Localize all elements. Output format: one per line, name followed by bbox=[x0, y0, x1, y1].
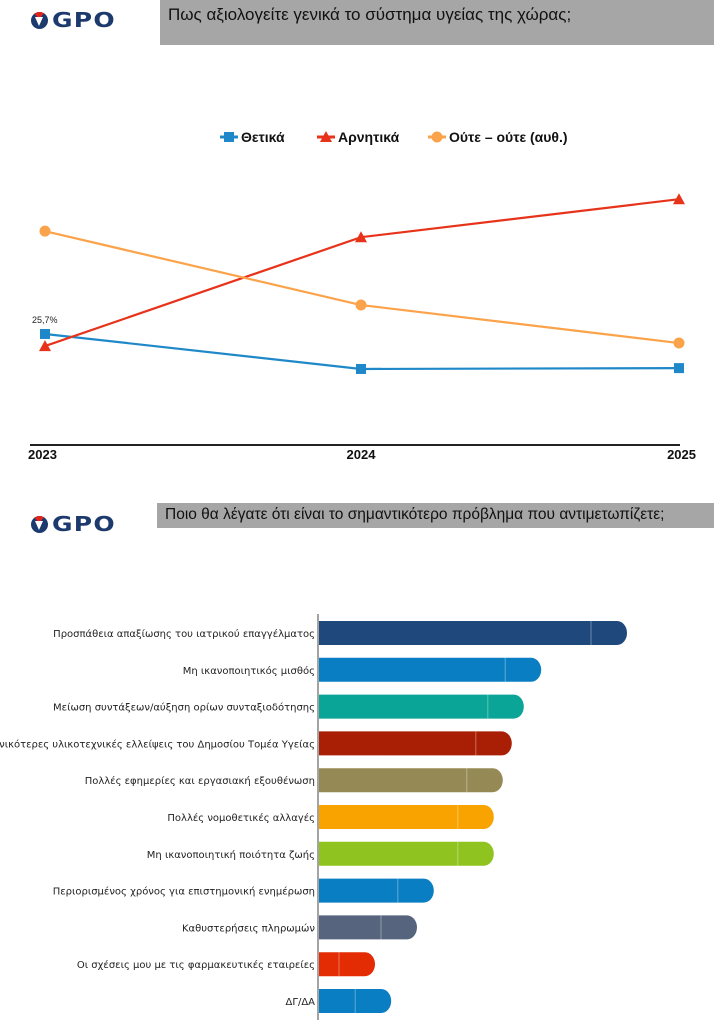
series-line-0 bbox=[44, 332, 680, 371]
bar bbox=[319, 731, 512, 756]
bar-label: Γενικότερες υλικοτεχνικές ελλείψεις του … bbox=[0, 738, 315, 750]
bar bbox=[319, 768, 503, 793]
gpo-logo: GPO bbox=[31, 10, 115, 30]
x-tick-label: 2024 bbox=[347, 447, 377, 462]
bar bbox=[319, 657, 542, 682]
logo-text: GPO bbox=[52, 8, 116, 32]
bar-label: ΔΓ/ΔΑ bbox=[286, 997, 316, 1008]
bar bbox=[319, 621, 627, 645]
bar-label: Πολλές εφημερίες και εργασιακή εξουθένωσ… bbox=[85, 775, 315, 787]
bar-label: Οι σχέσεις μου με τις φαρμακευτικές εται… bbox=[77, 959, 315, 971]
series-line-1 bbox=[44, 198, 680, 348]
logo-mark-icon bbox=[31, 515, 48, 533]
x-tick-label: 2023 bbox=[28, 447, 57, 462]
data-point bbox=[673, 337, 685, 349]
legend-label: Αρνητικά bbox=[338, 129, 400, 145]
data-point bbox=[674, 363, 684, 374]
bar bbox=[319, 878, 434, 903]
data-label: 25,7% bbox=[32, 315, 58, 325]
bar bbox=[319, 841, 494, 866]
bar bbox=[319, 915, 417, 940]
question-title-1: Πως αξιολογείτε γενικά το σύστημα υγείας… bbox=[160, 0, 714, 45]
bar bbox=[319, 805, 494, 829]
data-point bbox=[40, 328, 50, 339]
logo-text: GPO bbox=[52, 512, 116, 536]
bar-label: Προσπάθεια απαξίωσης του ιατρικού επαγγέ… bbox=[53, 628, 315, 640]
bar-label: Μη ικανοποιητικός μισθός bbox=[183, 665, 315, 677]
data-point bbox=[39, 225, 51, 237]
gpo-logo-2: GPO bbox=[31, 514, 115, 534]
bar-label: Μείωση συντάξεων/αύξηση ορίων συνταξιοδό… bbox=[53, 702, 315, 714]
data-point bbox=[356, 363, 366, 374]
bar bbox=[319, 952, 375, 977]
x-tick-label: 2025 bbox=[667, 447, 696, 462]
legend-marker bbox=[431, 131, 443, 143]
legend-marker bbox=[320, 131, 332, 142]
bar-label: Περιορισμένος χρόνος για επιστημονική εν… bbox=[53, 886, 315, 898]
data-point bbox=[355, 231, 367, 243]
legend-label: Ούτε – ούτε (αυθ.) bbox=[449, 129, 568, 145]
bar bbox=[319, 694, 524, 719]
bar-label: Καθυστερήσεις πληρωμών bbox=[182, 922, 315, 934]
data-point bbox=[673, 193, 685, 205]
legend-marker bbox=[224, 132, 234, 142]
data-point bbox=[355, 299, 367, 311]
legend-label: Θετικά bbox=[241, 129, 285, 145]
question-title-2: Ποιο θα λέγατε ότι είναι το σημαντικότερ… bbox=[157, 503, 714, 528]
bar-label: Πολλές νομοθετικές αλλαγές bbox=[167, 812, 315, 824]
data-point bbox=[39, 340, 51, 352]
bar-label: Μη ικανοποιητική ποιότητα ζωής bbox=[147, 849, 315, 861]
bar bbox=[319, 989, 392, 1013]
series-line-2 bbox=[44, 230, 680, 345]
logo-mark-icon bbox=[31, 11, 48, 29]
